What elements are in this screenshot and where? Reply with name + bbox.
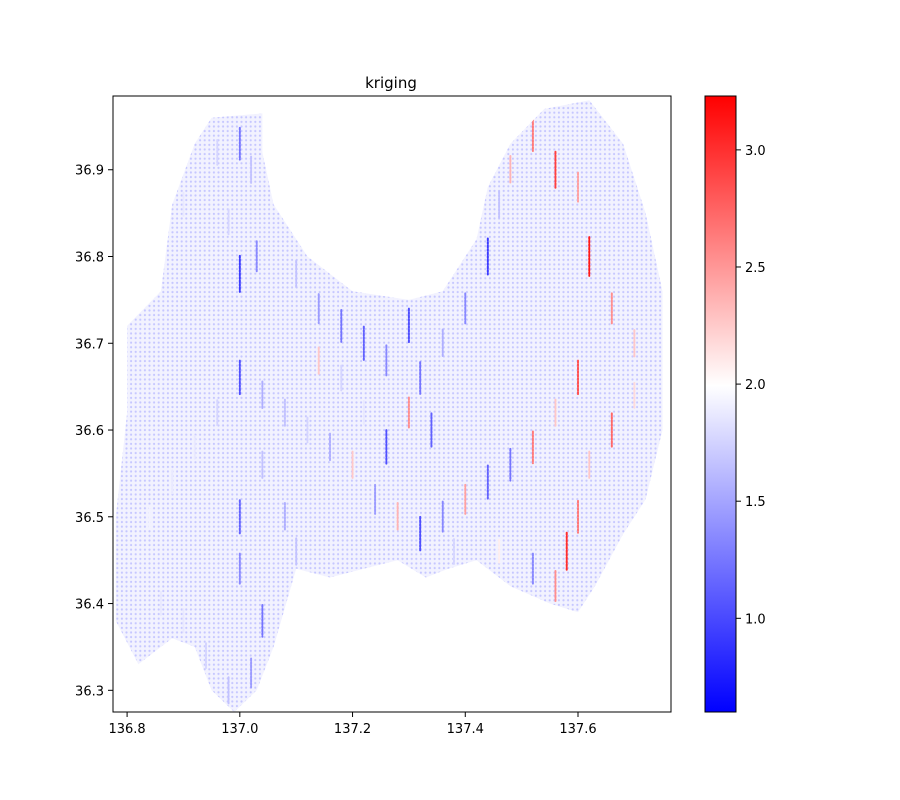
region-dot-grid [115, 100, 663, 712]
colorbar-tick-label: 1.0 [745, 612, 766, 627]
colorbar-tick-label: 1.5 [745, 495, 766, 510]
x-tick-label: 137.0 [221, 722, 258, 737]
y-tick-label: 36.3 [75, 684, 104, 699]
y-tick-label: 36.9 [75, 164, 104, 179]
colorbar-tick-label: 2.0 [745, 378, 766, 393]
colorbar-tick-label: 2.5 [745, 261, 766, 276]
axes-frame [112, 95, 672, 713]
colorbar [704, 95, 737, 713]
region-fill [115, 100, 663, 712]
colorbar-axis: 1.0 1.5 2.0 2.5 3.0 [736, 144, 766, 627]
y-tick-label: 36.4 [75, 598, 104, 613]
y-tick-label: 36.5 [75, 511, 104, 526]
kriging-stripes [137, 118, 636, 705]
y-tick-label: 36.6 [75, 424, 104, 439]
y-axis: 36.3 36.4 36.5 36.6 36.7 36.8 36.9 [75, 164, 113, 699]
chart-title: kriging [365, 74, 417, 92]
colorbar-tick-label: 3.0 [745, 144, 766, 159]
x-tick-label: 136.8 [108, 722, 145, 737]
y-tick-label: 36.8 [75, 251, 104, 266]
x-axis: 136.8 137.0 137.2 137.4 137.6 [108, 712, 597, 737]
x-tick-label: 137.4 [447, 722, 484, 737]
x-tick-label: 137.2 [334, 722, 371, 737]
x-tick-label: 137.6 [559, 722, 596, 737]
y-tick-label: 36.7 [75, 337, 104, 352]
plot-area [115, 100, 663, 712]
